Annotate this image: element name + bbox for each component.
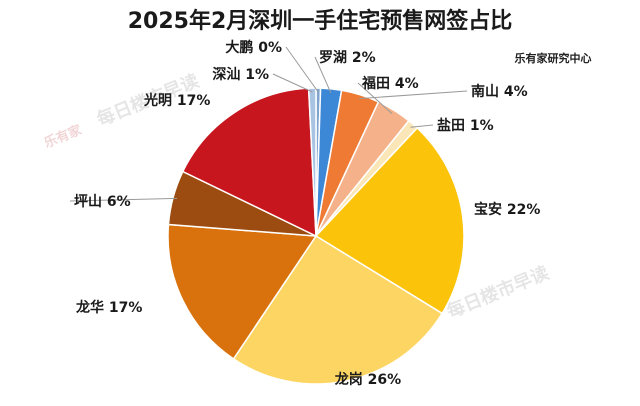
slice-label-8: 龙华 17% (75, 299, 142, 316)
watermark-top: 乐有家 每日楼市早读 (42, 70, 202, 152)
slice-label-4: 福田 4% (361, 75, 419, 92)
pie-slice-11 (307, 87, 317, 237)
slice-label-7: 龙岗 26% (334, 371, 401, 388)
leader-line-2 (314, 56, 332, 94)
pie-slices (167, 87, 465, 385)
slice-label-9: 坪山 6% (74, 194, 131, 210)
source-label: 乐有家研究中心 (515, 51, 592, 65)
slice-labels: 大鹏 0% 罗湖 2% 南山 4% 福田 4% 盐田 1% 宝安 22% 龙岗 26% 龙华 … (74, 39, 540, 388)
slice-label-6: 宝安 22% (474, 201, 540, 218)
leader-line-1 (285, 46, 319, 93)
leader-line-11 (272, 73, 313, 93)
watermark-logo-top: 乐有家 (42, 122, 85, 152)
slice-label-3: 南山 4% (471, 83, 528, 100)
chart-title: 2025年2月深圳一手住宅预售网签占比 (128, 8, 513, 34)
leader-line-9 (69, 197, 178, 202)
slice-label-2: 罗湖 2% (319, 50, 376, 66)
leader-lines (69, 46, 468, 202)
pie-slice-8 (167, 223, 318, 360)
slice-label-11: 深汕 1% (212, 66, 269, 83)
pie-slice-7 (232, 234, 444, 385)
pie-slice-6 (314, 126, 465, 315)
pie-slice-10 (181, 87, 317, 238)
leader-line-5 (410, 124, 434, 128)
leader-line-4 (357, 82, 393, 115)
slice-label-1: 大鹏 0% (225, 39, 282, 56)
slice-label-5: 盐田 1% (437, 117, 494, 134)
slice-label-10: 光明 17% (143, 92, 210, 109)
leader-line-3 (359, 90, 468, 100)
